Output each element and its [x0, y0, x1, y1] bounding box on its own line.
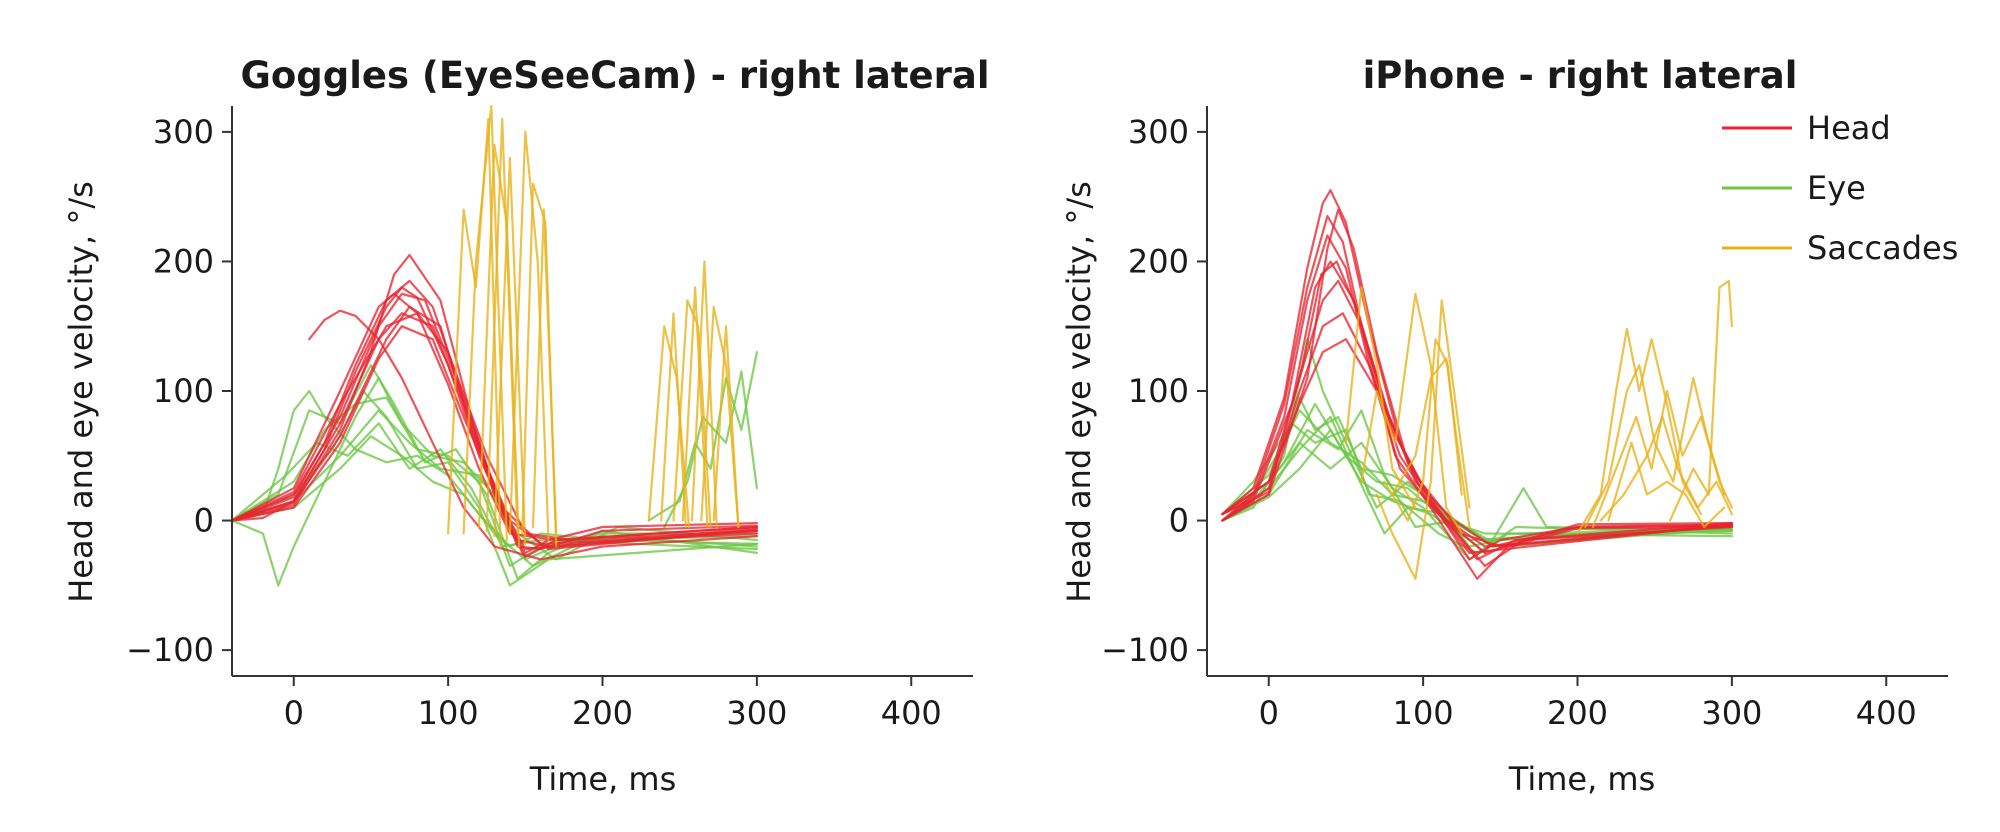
goggles-chart-panel: Goggles (EyeSeeCam) - right lateral Head… [62, 54, 990, 798]
goggles-eye-trace [230, 364, 758, 580]
iphone-saccades-trace [1599, 415, 1733, 522]
iphone-head-trace [1221, 279, 1733, 561]
goggles-x-tick-label: 100 [418, 694, 479, 732]
iphone-x-tick-label: 300 [1701, 694, 1762, 732]
iphone-saccades-trace [1669, 279, 1733, 522]
goggles-eye-trace [230, 422, 758, 551]
goggles-chart-title: Goggles (EyeSeeCam) - right lateral [240, 54, 989, 97]
goggles-head-trace [230, 292, 758, 548]
chart-legend: Head Eye Saccades [1722, 109, 1958, 267]
goggles-saccades-trace [531, 208, 558, 535]
goggles-y-tick-label: 0 [194, 502, 214, 540]
iphone-y-tick-label: 300 [1128, 113, 1189, 151]
goggles-y-tick-label: 300 [153, 113, 214, 151]
iphone-head-trace [1221, 189, 1733, 561]
goggles-saccades-trace [485, 117, 519, 535]
iphone-chart-traces [1221, 189, 1733, 580]
goggles-head-trace [308, 309, 758, 561]
goggles-saccades-trace [700, 305, 740, 529]
iphone-chart-axes: −100 0 100 200 300 0 100 200 300 400 [1101, 106, 1948, 732]
goggles-x-tick-label: 400 [881, 694, 942, 732]
goggles-eye-trace [647, 351, 758, 522]
iphone-chart-y-axis-label: Head and eye velocity, °/s [1060, 181, 1098, 603]
goggles-chart-x-axis-label: Time, ms [529, 760, 677, 798]
goggles-chart-axes: −100 0 100 200 300 0 100 200 300 400 [126, 106, 973, 732]
iphone-saccades-trace [1591, 389, 1733, 529]
legend-head-label: Head [1807, 109, 1891, 147]
iphone-y-tick-label: 100 [1128, 372, 1189, 410]
iphone-x-tick-label: 200 [1547, 694, 1608, 732]
legend-eye-label: Eye [1807, 169, 1866, 207]
goggles-saccades-trace [493, 156, 527, 545]
goggles-x-tick-label: 200 [572, 694, 633, 732]
iphone-saccades-trace [1584, 364, 1726, 529]
goggles-x-tick-label: 0 [284, 694, 304, 732]
goggles-y-tick-label: −100 [126, 631, 214, 669]
iphone-y-tick-label: −100 [1101, 631, 1189, 669]
goggles-chart-y-axis-label: Head and eye velocity, °/s [62, 181, 100, 603]
iphone-y-tick-label: 200 [1128, 242, 1189, 280]
iphone-head-trace [1221, 338, 1733, 548]
goggles-head-trace [230, 253, 758, 558]
iphone-chart-x-axis-label: Time, ms [1508, 760, 1656, 798]
iphone-chart-title: iPhone - right lateral [1363, 54, 1798, 97]
iphone-head-trace [1221, 260, 1733, 554]
goggles-saccades-trace [447, 117, 502, 548]
goggles-eye-trace [230, 389, 758, 548]
iphone-y-tick-label: 0 [1169, 502, 1189, 540]
goggles-saccades-trace [462, 104, 508, 542]
iphone-saccades-trace [1391, 357, 1471, 529]
legend-saccades-label: Saccades [1807, 229, 1958, 267]
goggles-eye-trace [230, 409, 758, 561]
iphone-x-tick-label: 100 [1393, 694, 1454, 732]
goggles-saccades-trace [660, 312, 687, 529]
iphone-chart-panel: iPhone - right lateral Head and eye velo… [1060, 54, 1948, 798]
goggles-saccades-trace [712, 325, 740, 529]
goggles-saccades-trace [681, 286, 709, 529]
goggles-y-tick-label: 100 [153, 372, 214, 410]
iphone-x-tick-label: 0 [1259, 694, 1279, 732]
goggles-y-tick-label: 200 [153, 242, 214, 280]
iphone-saccades-trace [1607, 441, 1726, 529]
goggles-x-tick-label: 300 [726, 694, 787, 732]
iphone-x-tick-label: 400 [1856, 694, 1917, 732]
iphone-eye-trace [1221, 409, 1733, 548]
iphone-saccades-trace [1360, 292, 1463, 535]
iphone-saccades-trace [1375, 299, 1471, 580]
goggles-chart-traces [230, 104, 758, 587]
goggles-saccades-trace [690, 260, 718, 529]
iphone-head-trace [1221, 208, 1733, 567]
